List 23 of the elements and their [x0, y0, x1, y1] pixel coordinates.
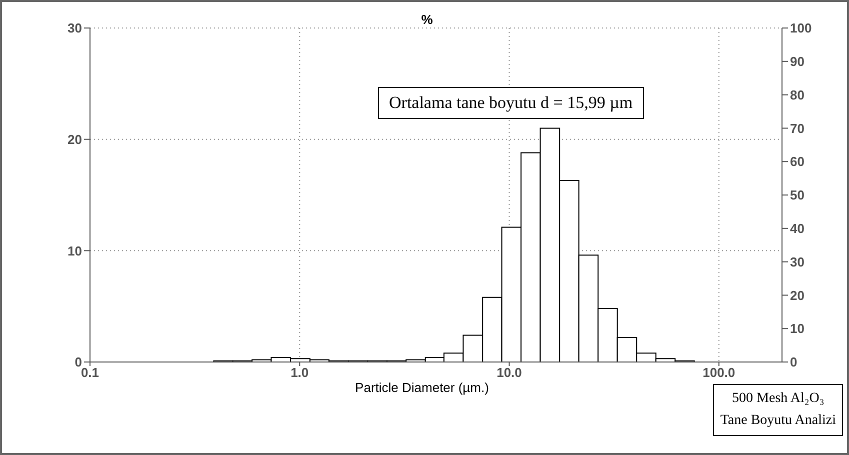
y-tick-label: 20: [68, 132, 82, 147]
y2-tick-label: 70: [790, 120, 804, 136]
y2-tick-label: 100: [790, 20, 812, 36]
x-tick-label: 1.0: [290, 365, 309, 380]
y2-tick-label: 90: [790, 54, 804, 70]
y2-tick-label: 0: [790, 354, 798, 370]
y-tick-label: 30: [68, 20, 82, 36]
y2-tick-label: 30: [790, 254, 804, 270]
x-tick-label: 100.0: [702, 365, 736, 380]
y-tick-label: 10: [68, 243, 82, 258]
y2-tick-label: 80: [790, 87, 804, 102]
y2-tick-label: 60: [790, 154, 804, 170]
y2-tick-label: 40: [790, 221, 804, 236]
y-axis-title: %: [420, 12, 434, 27]
y2-tick-label: 20: [790, 288, 804, 303]
x-tick-label: 10.0: [496, 365, 522, 380]
x-axis-title: Particle Diameter (µm.): [354, 380, 490, 395]
y2-tick-label: 50: [790, 188, 804, 203]
x-tick-label: 0.1: [80, 365, 100, 380]
y-tick-label: 0: [74, 354, 82, 370]
text: 500 Mesh Al₂O₃ Tane Boyutu Analizi: [720, 390, 836, 430]
annotation: Ortalama tane boyutu d = 15,99 µm: [378, 87, 644, 119]
y2-tick-label: 10: [790, 321, 804, 336]
